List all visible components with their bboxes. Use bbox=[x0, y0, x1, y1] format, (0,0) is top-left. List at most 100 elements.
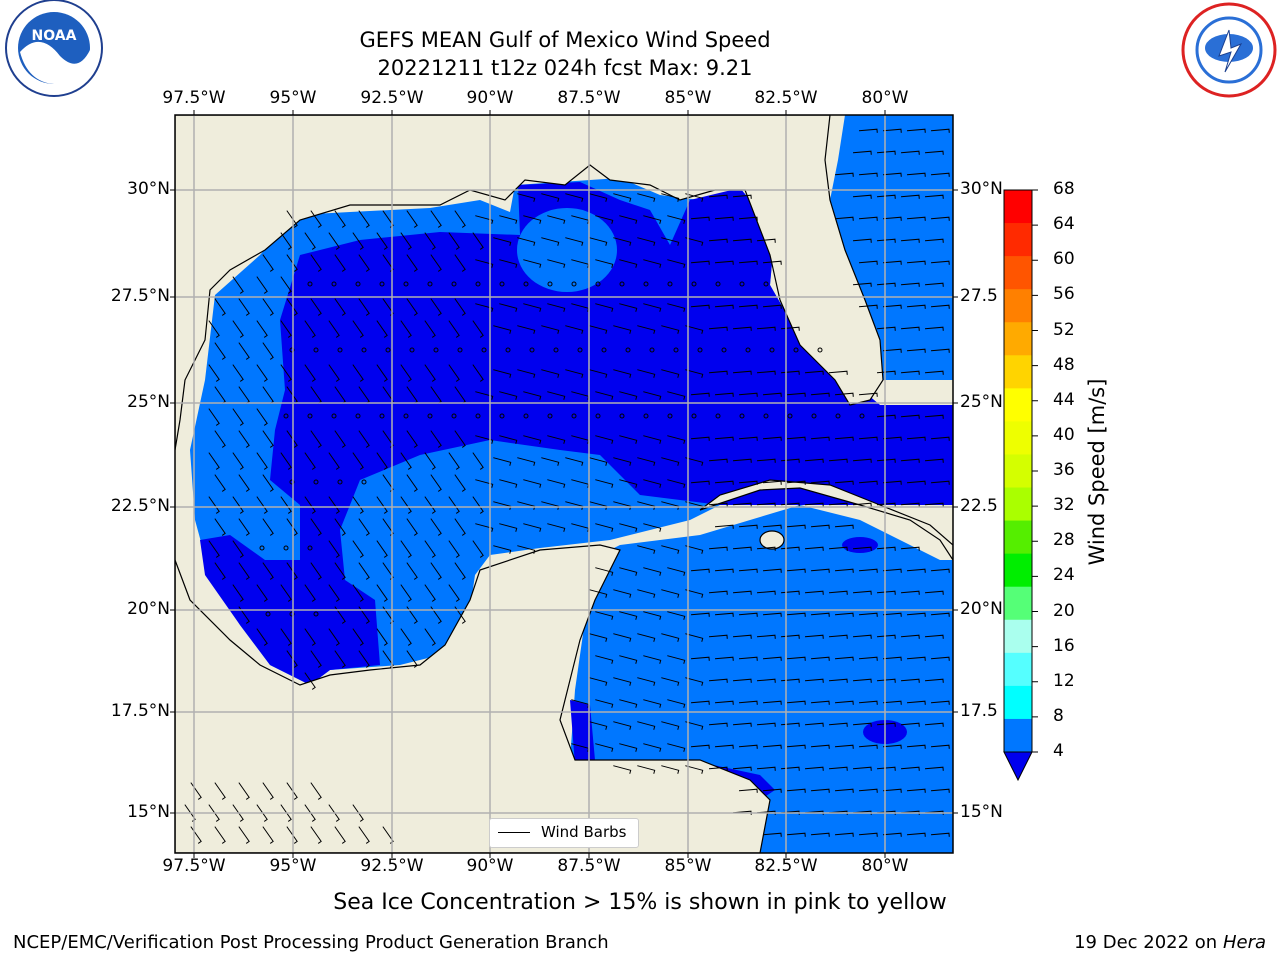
wind-barb bbox=[595, 435, 614, 444]
wind-barb bbox=[406, 606, 418, 624]
wind-barb bbox=[310, 782, 322, 800]
wind-barb bbox=[738, 480, 758, 485]
wind-barb bbox=[858, 744, 878, 749]
wind-barb bbox=[406, 298, 418, 316]
wind-barb bbox=[714, 304, 734, 309]
wind-barb bbox=[738, 700, 758, 705]
wind-barb-calm bbox=[721, 347, 727, 353]
wind-barb bbox=[595, 259, 614, 268]
wind-barb bbox=[876, 766, 896, 771]
wind-barb bbox=[358, 518, 370, 536]
wind-barb-calm bbox=[859, 413, 865, 419]
wind-barb bbox=[238, 606, 250, 624]
wind-barb-calm bbox=[385, 347, 391, 353]
wind-barb bbox=[882, 260, 902, 265]
wind-barb bbox=[786, 788, 806, 793]
wind-barb bbox=[613, 765, 632, 774]
wind-barb bbox=[238, 518, 250, 536]
wind-barb bbox=[858, 656, 878, 661]
wind-barb bbox=[810, 524, 830, 529]
wind-barb bbox=[523, 303, 542, 312]
wind-barb bbox=[499, 479, 518, 488]
colorbar-tick-label: 16 bbox=[1053, 635, 1075, 656]
wind-barb bbox=[708, 370, 728, 375]
colorbar-tick-label: 24 bbox=[1053, 565, 1075, 586]
wind-barb bbox=[852, 194, 872, 199]
wind-barb bbox=[780, 326, 800, 331]
wind-barb bbox=[208, 364, 220, 382]
wind-barb bbox=[882, 744, 902, 749]
wind-barb bbox=[406, 518, 418, 536]
wind-barb bbox=[547, 259, 566, 268]
wind-barb-calm bbox=[595, 281, 601, 287]
colorbar-tick-label: 44 bbox=[1053, 389, 1075, 410]
wind-barb bbox=[900, 722, 920, 727]
wind-barb bbox=[613, 721, 632, 730]
wind-barb bbox=[643, 215, 662, 224]
wind-barb bbox=[643, 391, 662, 400]
wind-barb bbox=[852, 502, 872, 507]
wind-barb bbox=[685, 589, 704, 598]
gridlines bbox=[175, 115, 953, 853]
wind-barb bbox=[780, 678, 800, 683]
wind-barb bbox=[493, 325, 512, 334]
wind-barb bbox=[804, 458, 824, 463]
wind-barb bbox=[358, 650, 370, 668]
wind-barb bbox=[280, 804, 292, 822]
lon-label-top: 85°W bbox=[664, 88, 712, 108]
wind-barb bbox=[900, 590, 920, 595]
wind-barb bbox=[762, 436, 782, 441]
wind-barb bbox=[208, 496, 220, 514]
wind-barb bbox=[900, 150, 920, 155]
wind-barb bbox=[232, 804, 244, 822]
wind-barb bbox=[834, 216, 854, 221]
machine-name: Hera bbox=[1222, 932, 1266, 953]
wind-barb bbox=[762, 568, 782, 573]
wind-barb bbox=[523, 215, 542, 224]
wind-barb bbox=[756, 546, 776, 551]
wind-barb bbox=[900, 370, 920, 375]
wind-barb bbox=[708, 546, 728, 551]
wind-barb bbox=[780, 722, 800, 727]
wind-barb bbox=[882, 436, 902, 441]
wind-barb-calm bbox=[337, 347, 343, 353]
wind-barb bbox=[804, 634, 824, 639]
wind-barb bbox=[780, 458, 800, 463]
wind-barb bbox=[595, 523, 614, 532]
wind-barb bbox=[448, 540, 460, 558]
wind-barb bbox=[643, 655, 662, 664]
wind-barb bbox=[738, 436, 758, 441]
wind-barb bbox=[541, 237, 560, 246]
wind-barb bbox=[406, 254, 418, 272]
wind-barb bbox=[690, 744, 710, 749]
wind-barb-calm bbox=[553, 347, 559, 353]
wind-barb bbox=[924, 590, 944, 595]
wind-barb bbox=[667, 215, 686, 224]
wind-barb bbox=[810, 744, 830, 749]
svg-text:NOAA: NOAA bbox=[32, 28, 77, 44]
wind-barb bbox=[810, 392, 830, 397]
wind-barb bbox=[643, 523, 662, 532]
lat-label-left: 25°N bbox=[127, 392, 170, 412]
wind-barb-calm bbox=[547, 281, 553, 287]
wind-barb bbox=[876, 634, 896, 639]
lon-label-bottom: 92.5°W bbox=[360, 856, 424, 876]
wind-barb bbox=[810, 568, 830, 573]
wind-barb bbox=[262, 342, 274, 360]
wind-barb bbox=[262, 254, 274, 272]
wind-barb bbox=[876, 458, 896, 463]
wind-barb bbox=[523, 391, 542, 400]
wind-barb bbox=[328, 584, 340, 602]
wind-barb bbox=[328, 496, 340, 514]
wind-barb bbox=[334, 562, 346, 580]
wind-barb bbox=[517, 237, 536, 246]
wind-barb bbox=[714, 392, 734, 397]
wind-barb-legend-line bbox=[498, 832, 530, 833]
wind-barb bbox=[756, 326, 776, 331]
wind-barb bbox=[834, 524, 854, 529]
wind-barb bbox=[714, 524, 734, 529]
wind-barb bbox=[352, 452, 364, 470]
wind-barb bbox=[780, 370, 800, 375]
wind-barb bbox=[858, 788, 878, 793]
wind-barb bbox=[472, 320, 484, 338]
